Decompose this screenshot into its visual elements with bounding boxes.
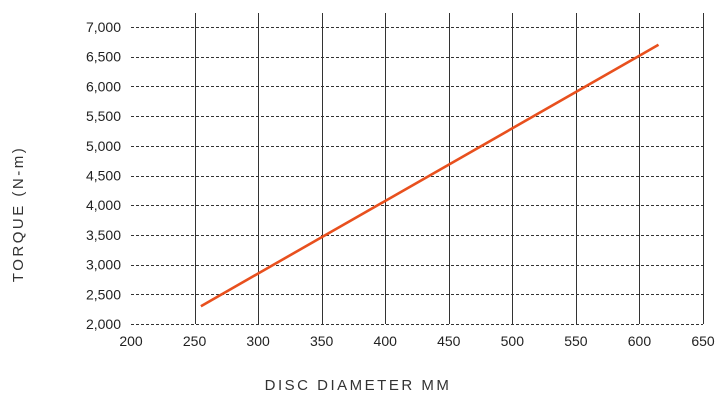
y-tick-label: 5,000 — [86, 138, 121, 154]
x-tick-label: 550 — [564, 333, 588, 349]
y-axis-title: TORQUE (N-m) — [10, 146, 27, 282]
y-tick-label: 5,500 — [86, 108, 121, 124]
y-tick-label: 2,000 — [86, 316, 121, 332]
x-axis-title: DISC DIAMETER MM — [265, 377, 452, 394]
x-tick-label: 300 — [246, 333, 270, 349]
x-tick-label: 450 — [437, 333, 461, 349]
y-tick-label: 4,000 — [86, 197, 121, 213]
y-tick-label: 6,500 — [86, 49, 121, 65]
x-tick-label: 350 — [310, 333, 334, 349]
torque-series-line — [200, 43, 660, 308]
series-lines — [200, 43, 660, 308]
x-tick-label: 400 — [374, 333, 398, 349]
x-tick-label: 250 — [183, 333, 207, 349]
y-tick-label: 3,500 — [86, 227, 121, 243]
x-tick-labels: 200 250 300 350 400 450 500 550 600 650 — [119, 333, 715, 349]
x-tick-label: 200 — [119, 333, 143, 349]
x-tick-label: 650 — [691, 333, 715, 349]
y-tick-label: 2,500 — [86, 286, 121, 302]
x-tick-label: 500 — [501, 333, 525, 349]
x-tick-label: 600 — [628, 333, 652, 349]
y-tick-labels: 2,000 2,500 3,000 3,500 4,000 4,500 5,000 5,500… — [86, 19, 121, 332]
y-tick-label: 3,000 — [86, 257, 121, 273]
y-tick-label: 6,000 — [86, 78, 121, 94]
horizontal-gridlines — [131, 27, 703, 325]
vertical-gridlines — [195, 13, 704, 324]
y-tick-label: 4,500 — [86, 168, 121, 184]
y-tick-label: 7,000 — [86, 19, 121, 35]
